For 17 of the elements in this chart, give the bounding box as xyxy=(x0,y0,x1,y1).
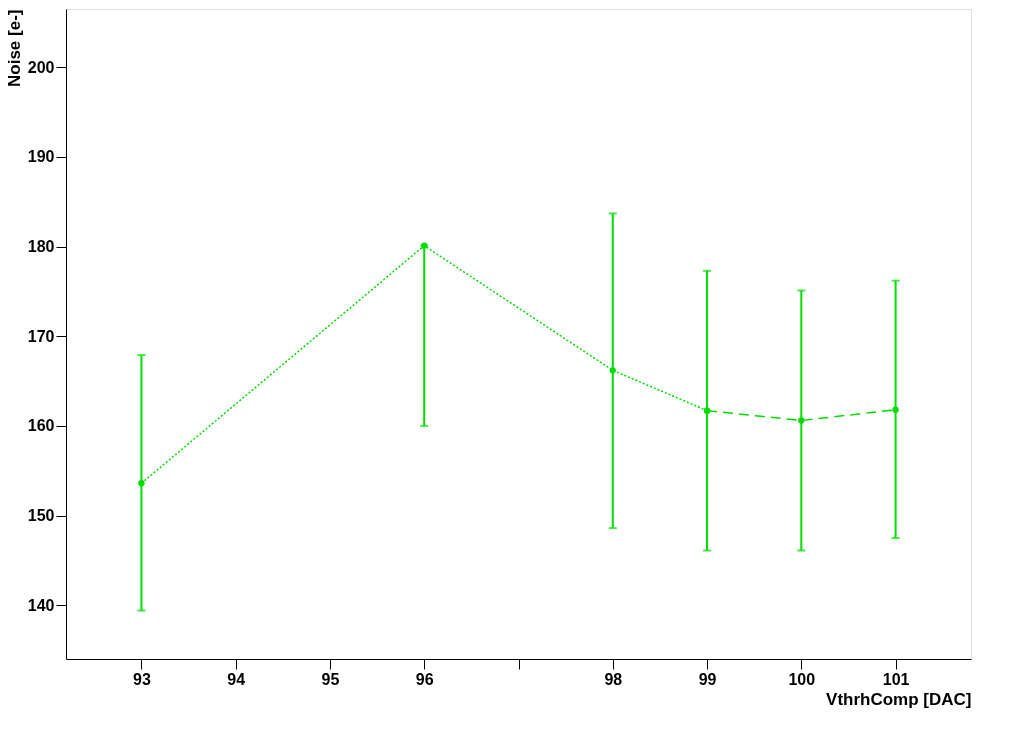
x-tick-label: 101 xyxy=(882,670,910,688)
x-tick-label: 93 xyxy=(133,670,151,688)
y-tick-label: 170 xyxy=(27,327,55,345)
x-tick-label: 94 xyxy=(227,670,246,688)
y-tick-label: 200 xyxy=(27,58,55,76)
y-tick-label: 190 xyxy=(27,148,55,166)
y-tick-label: 150 xyxy=(27,507,55,525)
y-tick-label: 140 xyxy=(27,596,55,614)
x-tick-label: 96 xyxy=(415,670,434,688)
x-axis-title: VthrhComp [DAC] xyxy=(826,689,972,709)
x-tick-label: 100 xyxy=(788,670,816,688)
y-axis-title: Noise [e-] xyxy=(4,9,24,87)
x-tick-label: 98 xyxy=(604,670,623,688)
y-tick-label: 180 xyxy=(27,238,55,256)
y-tick-label: 160 xyxy=(27,417,55,435)
x-tick-label: 99 xyxy=(698,670,717,688)
x-tick-label: 95 xyxy=(321,670,340,688)
